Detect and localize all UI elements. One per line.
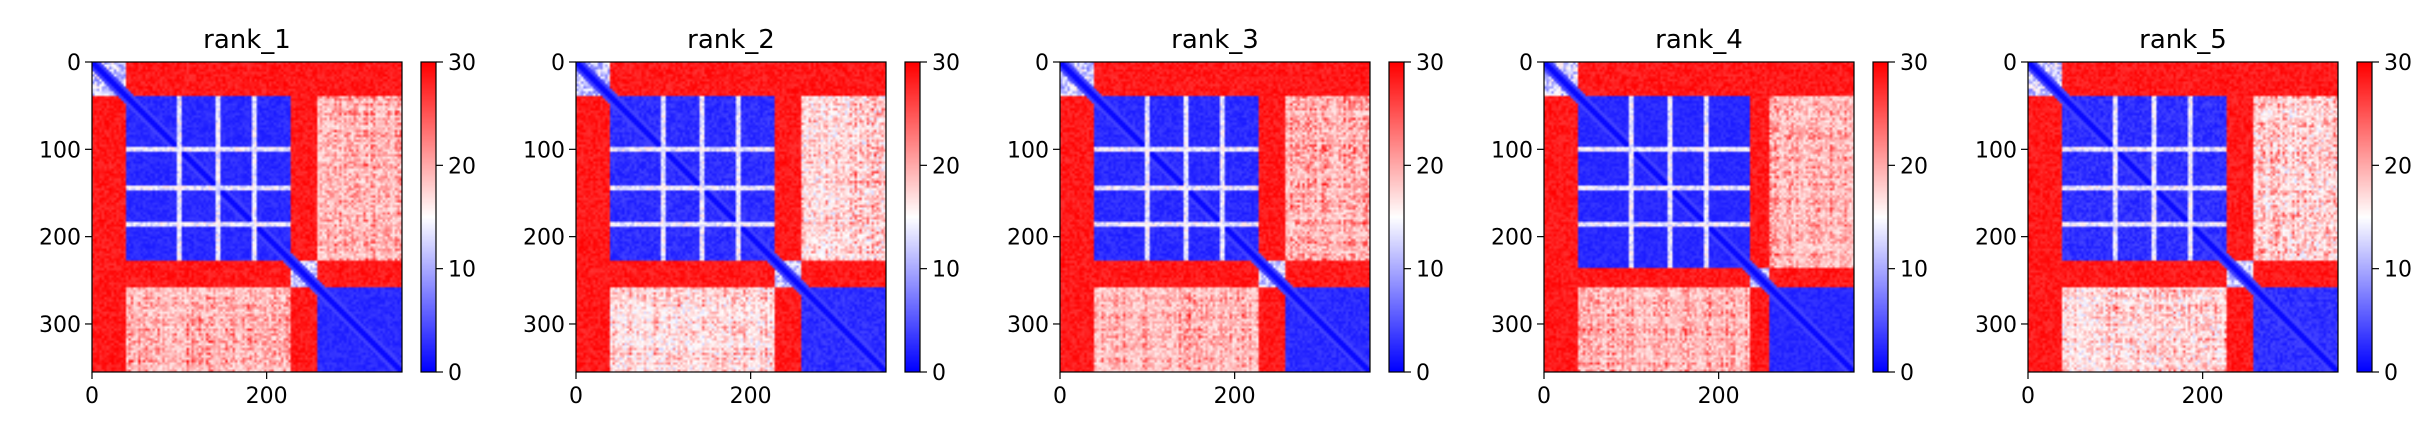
colorbar-frame bbox=[420, 61, 437, 373]
y-tick-label: 0 bbox=[1519, 51, 1533, 76]
x-tick-label: 200 bbox=[1214, 384, 1256, 409]
panel-title: rank_2 bbox=[687, 25, 775, 55]
heatmap-panel-1: rank_1 0 100 200 300 0 200 0 10 20 30 bbox=[39, 25, 476, 409]
colorbar bbox=[905, 62, 920, 372]
colorbar-tick-label: 30 bbox=[448, 51, 476, 76]
y-tick-label: 300 bbox=[1007, 313, 1049, 338]
colorbar-tick-label: 20 bbox=[1416, 154, 1444, 179]
colorbar-frame bbox=[1872, 61, 1889, 373]
y-tick-label: 300 bbox=[1975, 313, 2017, 338]
x-tick-label: 200 bbox=[1698, 384, 1740, 409]
colorbar-tick-label: 0 bbox=[932, 361, 946, 386]
x-tick-label: 0 bbox=[85, 384, 99, 409]
colorbar bbox=[2357, 62, 2372, 372]
y-tick-label: 0 bbox=[2003, 51, 2017, 76]
y-tick-label: 0 bbox=[67, 51, 81, 76]
colorbar-tick-label: 30 bbox=[1416, 51, 1444, 76]
heatmap-panel-3: rank_3 0 100 200 300 0 200 0 10 20 30 bbox=[1007, 25, 1444, 409]
colorbar-tick-label: 20 bbox=[932, 154, 960, 179]
colorbar-tick-label: 0 bbox=[448, 361, 462, 386]
colorbar bbox=[1389, 62, 1404, 372]
heatmap-image bbox=[1060, 62, 1370, 372]
heatmap-panel-5: rank_5 0 100 200 300 0 200 0 10 20 30 bbox=[1975, 25, 2412, 409]
colorbar-tick-label: 0 bbox=[1900, 361, 1914, 386]
colorbar-frame bbox=[2356, 61, 2373, 373]
heatmap-frame bbox=[2027, 61, 2339, 373]
colorbar-tick-label: 30 bbox=[1900, 51, 1928, 76]
colorbar-tick-label: 0 bbox=[1416, 361, 1430, 386]
colorbar-tick-label: 10 bbox=[448, 258, 476, 283]
y-tick-label: 0 bbox=[1035, 51, 1049, 76]
y-tick-label: 300 bbox=[1491, 313, 1533, 338]
colorbar-tick-label: 20 bbox=[2384, 154, 2412, 179]
y-tick-label: 100 bbox=[523, 138, 565, 163]
colorbar-tick-label: 10 bbox=[2384, 258, 2412, 283]
heatmap-image bbox=[1544, 62, 1854, 372]
y-tick-label: 100 bbox=[1975, 138, 2017, 163]
x-tick-label: 200 bbox=[2182, 384, 2224, 409]
colorbar-tick-label: 30 bbox=[2384, 51, 2412, 76]
heatmap-frame bbox=[575, 61, 887, 373]
x-tick-label: 0 bbox=[1053, 384, 1067, 409]
heatmap-panel-2: rank_2 0 100 200 300 0 200 0 10 20 30 bbox=[523, 25, 960, 409]
colorbar-tick-label: 20 bbox=[448, 154, 476, 179]
heatmap-image bbox=[2028, 62, 2338, 372]
x-tick-label: 0 bbox=[2021, 384, 2035, 409]
y-tick-label: 300 bbox=[39, 313, 81, 338]
y-tick-label: 300 bbox=[523, 313, 565, 338]
y-tick-label: 100 bbox=[1491, 138, 1533, 163]
x-tick-label: 200 bbox=[246, 384, 288, 409]
colorbar-tick-label: 10 bbox=[1900, 258, 1928, 283]
panel-title: rank_1 bbox=[203, 25, 291, 55]
colorbar-tick-label: 30 bbox=[932, 51, 960, 76]
colorbar-frame bbox=[1388, 61, 1405, 373]
y-tick-label: 200 bbox=[1491, 226, 1533, 251]
panel-title: rank_4 bbox=[1655, 25, 1743, 55]
x-tick-label: 0 bbox=[1537, 384, 1551, 409]
heatmap-panel-4: rank_4 0 100 200 300 0 200 0 10 20 30 bbox=[1491, 25, 1928, 409]
y-tick-label: 200 bbox=[1975, 226, 2017, 251]
heatmap-frame bbox=[1543, 61, 1855, 373]
heatmap-frame bbox=[91, 61, 403, 373]
y-tick-label: 200 bbox=[1007, 226, 1049, 251]
colorbar-tick-label: 10 bbox=[932, 258, 960, 283]
x-tick-label: 0 bbox=[569, 384, 583, 409]
colorbar-frame bbox=[904, 61, 921, 373]
colorbar bbox=[421, 62, 436, 372]
y-tick-label: 100 bbox=[1007, 138, 1049, 163]
y-tick-label: 100 bbox=[39, 138, 81, 163]
x-tick-label: 200 bbox=[730, 384, 772, 409]
y-tick-label: 200 bbox=[39, 226, 81, 251]
heatmap-image bbox=[576, 62, 886, 372]
panel-title: rank_5 bbox=[2139, 25, 2227, 55]
colorbar-tick-label: 20 bbox=[1900, 154, 1928, 179]
y-tick-label: 200 bbox=[523, 226, 565, 251]
colorbar-tick-label: 0 bbox=[2384, 361, 2398, 386]
panel-title: rank_3 bbox=[1171, 25, 1259, 55]
colorbar-tick-label: 10 bbox=[1416, 258, 1444, 283]
heatmap-image bbox=[92, 62, 402, 372]
colorbar bbox=[1873, 62, 1888, 372]
heatmap-frame bbox=[1059, 61, 1371, 373]
y-tick-label: 0 bbox=[551, 51, 565, 76]
